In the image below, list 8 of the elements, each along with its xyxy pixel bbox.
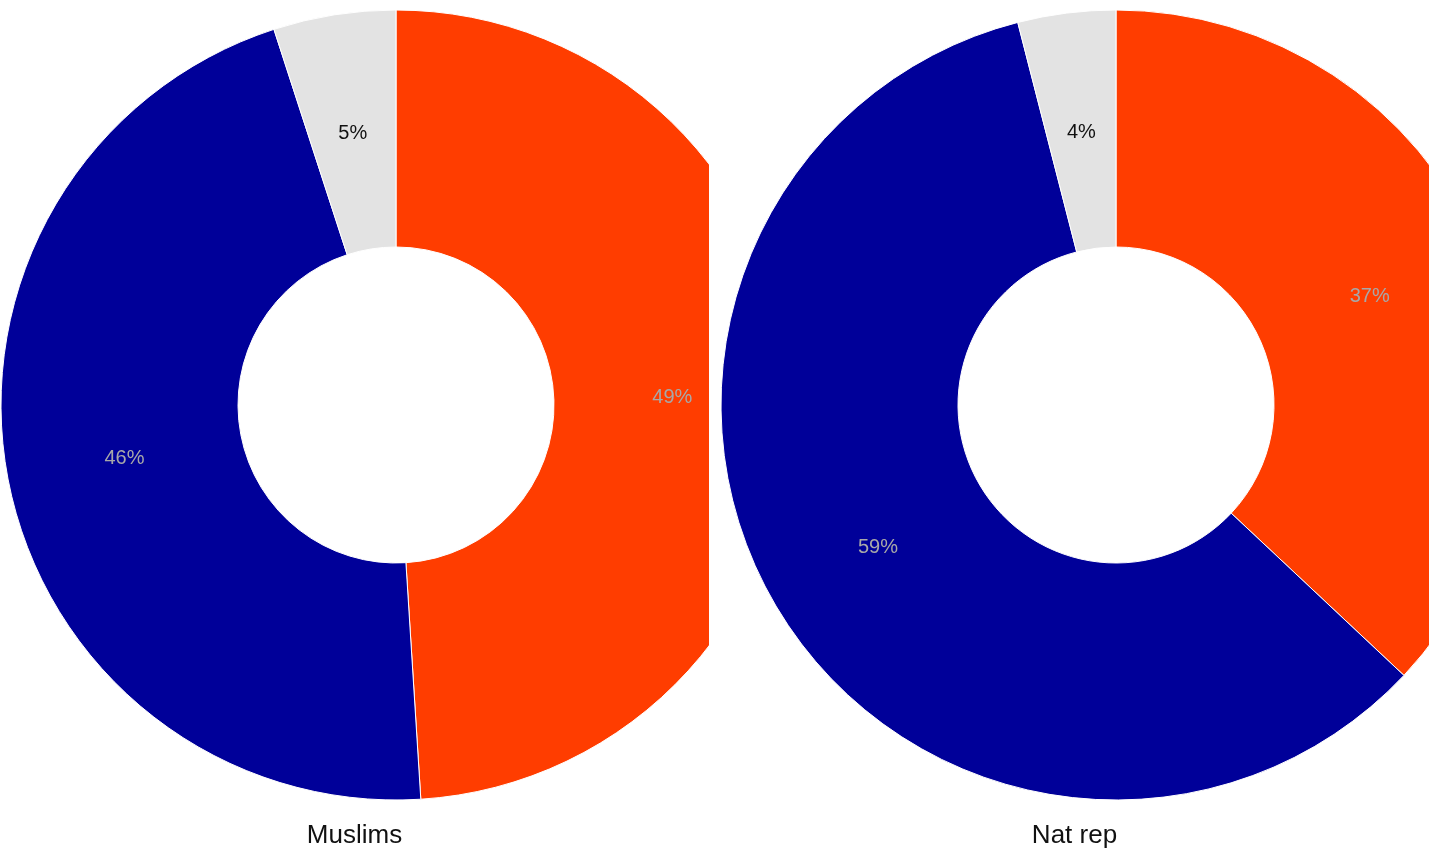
data-label: 49% — [652, 385, 693, 408]
data-label: 46% — [104, 445, 145, 468]
data-label: 59% — [857, 534, 899, 557]
data-label: 37% — [1349, 284, 1390, 307]
data-label: 4% — [1066, 119, 1097, 142]
text: Nat rep — [1031, 819, 1118, 849]
data-label: 5% — [338, 120, 368, 143]
text: Muslims — [306, 819, 403, 849]
